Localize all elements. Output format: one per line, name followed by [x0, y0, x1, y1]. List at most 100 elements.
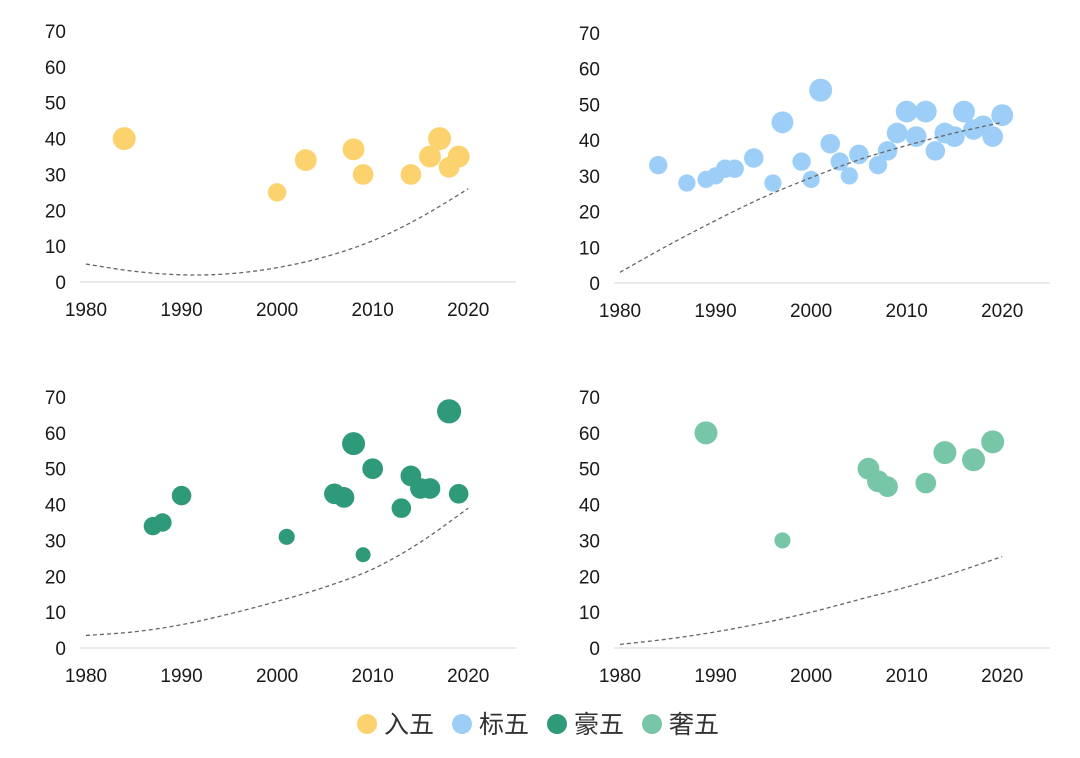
y-tick-label: 60 — [579, 424, 600, 445]
data-point — [278, 528, 295, 545]
legend-item-entry: 入五 — [357, 710, 434, 739]
x-tick-label: 2000 — [256, 300, 298, 321]
data-point — [342, 432, 366, 456]
trendline — [85, 507, 469, 637]
y-tick-label: 20 — [45, 567, 66, 588]
data-point — [171, 485, 192, 506]
legend-dot-icon — [357, 714, 377, 734]
y-tick-label: 70 — [579, 388, 600, 409]
chart-panel-standard-class: 0 10 20 30 40 50 60 70 1980 1990 2000 2010 2020 — [579, 24, 1050, 322]
trendline — [619, 555, 1003, 646]
x-tick-label: 2010 — [352, 666, 394, 687]
y-tick-label: 60 — [45, 424, 66, 445]
chart-panel-entry-class: 0 10 20 30 40 50 60 70 1980 1990 2000 2010 2020 — [45, 22, 516, 321]
y-tick-label: 40 — [45, 130, 66, 151]
legend-label: 豪五 — [574, 710, 624, 739]
legend-item-luxury: 豪五 — [547, 710, 624, 739]
y-tick-label: 0 — [589, 274, 600, 295]
data-point — [649, 155, 668, 175]
y-tick-label: 10 — [45, 603, 66, 624]
y-tick-label: 20 — [579, 567, 600, 588]
x-tick-label: 1990 — [694, 301, 736, 322]
data-point — [333, 487, 355, 508]
y-tick-label: 50 — [579, 460, 600, 481]
x-tick-label: 2010 — [886, 301, 928, 322]
data-point — [914, 100, 937, 123]
x-tick-label: 2020 — [447, 300, 489, 321]
y-tick-label: 50 — [579, 95, 600, 116]
y-tick-label: 50 — [45, 94, 66, 115]
y-tick-label: 40 — [579, 131, 600, 152]
data-point — [820, 133, 840, 154]
x-tick-label: 2020 — [981, 301, 1023, 322]
data-point — [792, 152, 811, 171]
data-point — [895, 100, 918, 123]
data-point — [809, 78, 833, 102]
x-tick-label: 2020 — [447, 666, 489, 687]
x-tick-label: 2010 — [352, 300, 394, 321]
data-point — [448, 484, 469, 504]
legend-item-premium-luxury: 奢五 — [642, 710, 719, 739]
x-tick-label: 1990 — [694, 666, 736, 687]
legend-dot-icon — [452, 714, 472, 734]
y-tick-label: 60 — [45, 58, 66, 79]
data-point — [294, 149, 317, 172]
data-point — [153, 513, 172, 532]
legend-label: 入五 — [384, 710, 434, 739]
y-tick-label: 70 — [45, 388, 66, 409]
x-tick-label: 2000 — [790, 301, 832, 322]
legend-label: 奢五 — [669, 710, 719, 739]
data-point — [355, 547, 371, 563]
trendline — [85, 188, 469, 276]
y-tick-label: 10 — [579, 603, 600, 624]
y-tick-label: 20 — [579, 203, 600, 224]
data-point — [744, 148, 764, 168]
chart-panel-luxury-class: 0 10 20 30 40 50 60 70 1980 1990 2000 2010 2020 — [45, 388, 516, 687]
y-tick-label: 60 — [579, 60, 600, 81]
data-point — [886, 122, 908, 144]
y-tick-label: 40 — [579, 496, 600, 517]
x-tick-label: 1980 — [65, 300, 107, 321]
data-point — [437, 399, 462, 424]
data-point — [877, 476, 898, 497]
data-point — [267, 183, 287, 202]
x-tick-label: 1980 — [599, 301, 641, 322]
legend-dot-icon — [547, 714, 567, 734]
data-point — [771, 111, 794, 134]
chart-panel-premium-luxury-class: 0 10 20 30 40 50 60 70 1980 1990 2000 2010 2020 — [579, 388, 1050, 687]
data-point — [112, 127, 136, 151]
data-point — [678, 174, 696, 192]
legend-item-standard: 标五 — [452, 710, 529, 739]
y-tick-label: 10 — [45, 237, 66, 258]
y-tick-label: 70 — [45, 22, 66, 43]
data-point — [830, 152, 849, 171]
trendline — [619, 121, 1003, 273]
data-point — [868, 155, 888, 175]
data-point — [802, 170, 820, 189]
y-tick-label: 10 — [579, 238, 600, 259]
data-point — [694, 421, 718, 445]
y-tick-label: 70 — [579, 24, 600, 45]
data-point — [400, 164, 422, 185]
y-tick-label: 20 — [45, 201, 66, 222]
y-tick-label: 30 — [45, 531, 66, 552]
legend-label: 标五 — [479, 710, 529, 739]
data-point — [342, 138, 365, 161]
y-tick-label: 0 — [55, 273, 66, 294]
x-tick-label: 1980 — [65, 666, 107, 687]
y-tick-label: 0 — [589, 639, 600, 660]
data-point — [925, 141, 946, 161]
x-tick-label: 2000 — [256, 666, 298, 687]
data-point — [391, 498, 412, 518]
y-tick-label: 0 — [55, 639, 66, 660]
data-point — [352, 164, 374, 185]
data-point — [915, 472, 937, 494]
y-tick-label: 30 — [579, 531, 600, 552]
data-point — [419, 145, 441, 168]
y-tick-label: 50 — [45, 460, 66, 481]
data-point — [981, 430, 1005, 454]
y-tick-label: 30 — [579, 167, 600, 188]
x-tick-label: 2010 — [886, 666, 928, 687]
data-point — [774, 532, 791, 549]
